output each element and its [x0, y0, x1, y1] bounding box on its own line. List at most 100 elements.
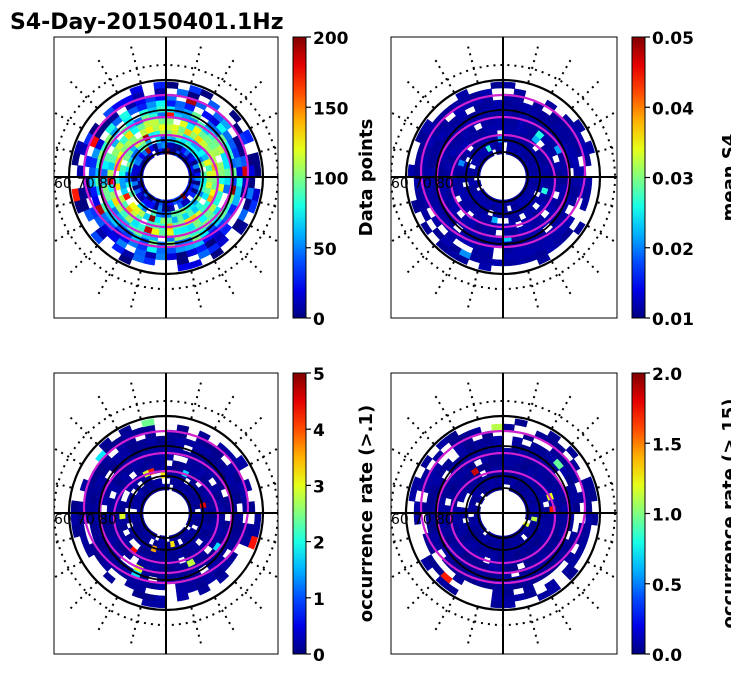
heatmap-cell [492, 583, 504, 591]
heatmap-cell [502, 117, 511, 125]
meridian-line [260, 537, 278, 545]
heatmap-cell [218, 505, 226, 514]
latitude-label: 80 [436, 176, 454, 192]
heatmap-cell [141, 598, 155, 608]
heatmap-cell [158, 123, 167, 131]
heatmap-cell [444, 430, 459, 443]
meridian-line [97, 59, 118, 93]
latitude-label: 70 [77, 512, 95, 528]
heatmap-cell [165, 453, 174, 461]
heatmap-cell [435, 575, 450, 589]
meridian-line [54, 145, 72, 153]
latitude-label: 70 [77, 176, 95, 192]
colorbar [292, 36, 307, 319]
heatmap-cell [555, 505, 563, 514]
meridian-line [234, 581, 263, 610]
heatmap-cell [420, 557, 433, 572]
heatmap-cell [165, 229, 174, 237]
heatmap-cell [502, 589, 515, 597]
meridian-line [214, 597, 235, 631]
heatmap-cell [118, 424, 133, 437]
colorbar-tick-label: 0.04 [652, 99, 694, 119]
heatmap-cell [141, 418, 155, 428]
heatmap-cell [478, 262, 492, 272]
heatmap-cell [158, 117, 167, 125]
heatmap-cell [155, 583, 167, 591]
meridian-line [260, 145, 278, 153]
heatmap-cell [153, 81, 167, 90]
heatmap-cell [585, 512, 593, 525]
meridian-line [434, 597, 455, 631]
meridian-line [130, 382, 142, 419]
meridian-line [234, 416, 263, 445]
colorbar-tick-label: 3 [313, 477, 325, 497]
heatmap-cell [502, 583, 514, 591]
heatmap-cell [216, 571, 230, 584]
heatmap-cell [502, 81, 516, 90]
heatmap-cell [79, 534, 90, 548]
heatmap-cell [502, 253, 515, 261]
heatmap-cell [584, 140, 596, 155]
colorbar-tick-label: 4 [313, 421, 325, 441]
heatmap-cell [124, 579, 137, 591]
heatmap-cell [154, 253, 167, 261]
latitude-label: 70 [414, 176, 432, 192]
heatmap-cell [165, 99, 177, 107]
meridian-line [527, 607, 539, 644]
colorbar-tick-label: 1 [313, 590, 325, 610]
heatmap-cell [585, 176, 593, 189]
plot-area: 60 70 80 [391, 373, 617, 654]
heatmap-cell [502, 259, 515, 267]
meridian-line [214, 59, 235, 93]
heatmap-cell [155, 435, 167, 443]
heatmap-cell [491, 259, 504, 267]
colorbar-label: occurrence rate (>.1) [356, 405, 377, 622]
heatmap-cell [441, 458, 454, 471]
heatmap-cell [111, 242, 125, 255]
heatmap-cell [502, 595, 515, 603]
heatmap-cell [248, 501, 256, 514]
heatmap-cell [153, 600, 167, 609]
meridian-line [234, 245, 263, 274]
heatmap-cell [561, 512, 569, 522]
heatmap-cell [224, 168, 232, 178]
meridian-line [54, 201, 72, 209]
heatmap-cell [131, 589, 145, 600]
latitude-label: 80 [99, 512, 117, 528]
heatmap-cell [236, 512, 244, 524]
meridian-line [97, 395, 118, 429]
axes-frame [53, 372, 279, 655]
heatmap-cell [555, 512, 563, 521]
heatmap-cell [502, 99, 514, 107]
meridian-line [551, 597, 572, 631]
meridian-line [190, 382, 202, 419]
heatmap-cell [154, 595, 167, 603]
heatmap-cell [514, 418, 528, 428]
latitude-label: 70 [414, 512, 432, 528]
panel-data-points: 60 70 80 0 50 100 150 200 Data points [53, 29, 377, 330]
heatmap-cell [555, 169, 563, 178]
meridian-line [467, 46, 479, 83]
heatmap-cell [154, 87, 167, 95]
colorbar-tick-label: 2.0 [652, 365, 682, 385]
plot-area: 60 70 80 [391, 37, 617, 318]
heatmap-cell [242, 129, 255, 144]
heatmap-cell [573, 118, 586, 133]
heatmap-cell [468, 167, 476, 174]
heatmap-cell [236, 176, 244, 188]
colorbar-tick-label: 2 [313, 534, 325, 554]
heatmap-cell [495, 565, 504, 573]
meridian-line [406, 245, 435, 274]
meridian-line [391, 145, 409, 153]
heatmap-cell [565, 566, 579, 581]
heatmap-cell [248, 165, 256, 178]
heatmap-cell [71, 152, 81, 166]
meridian-line [214, 395, 235, 429]
meridian-line [467, 607, 479, 644]
meridian-line [214, 261, 235, 295]
heatmap-cell [579, 198, 590, 212]
heatmap-cell [502, 453, 511, 461]
heatmap-cell [70, 500, 79, 514]
meridian-line [97, 261, 118, 295]
